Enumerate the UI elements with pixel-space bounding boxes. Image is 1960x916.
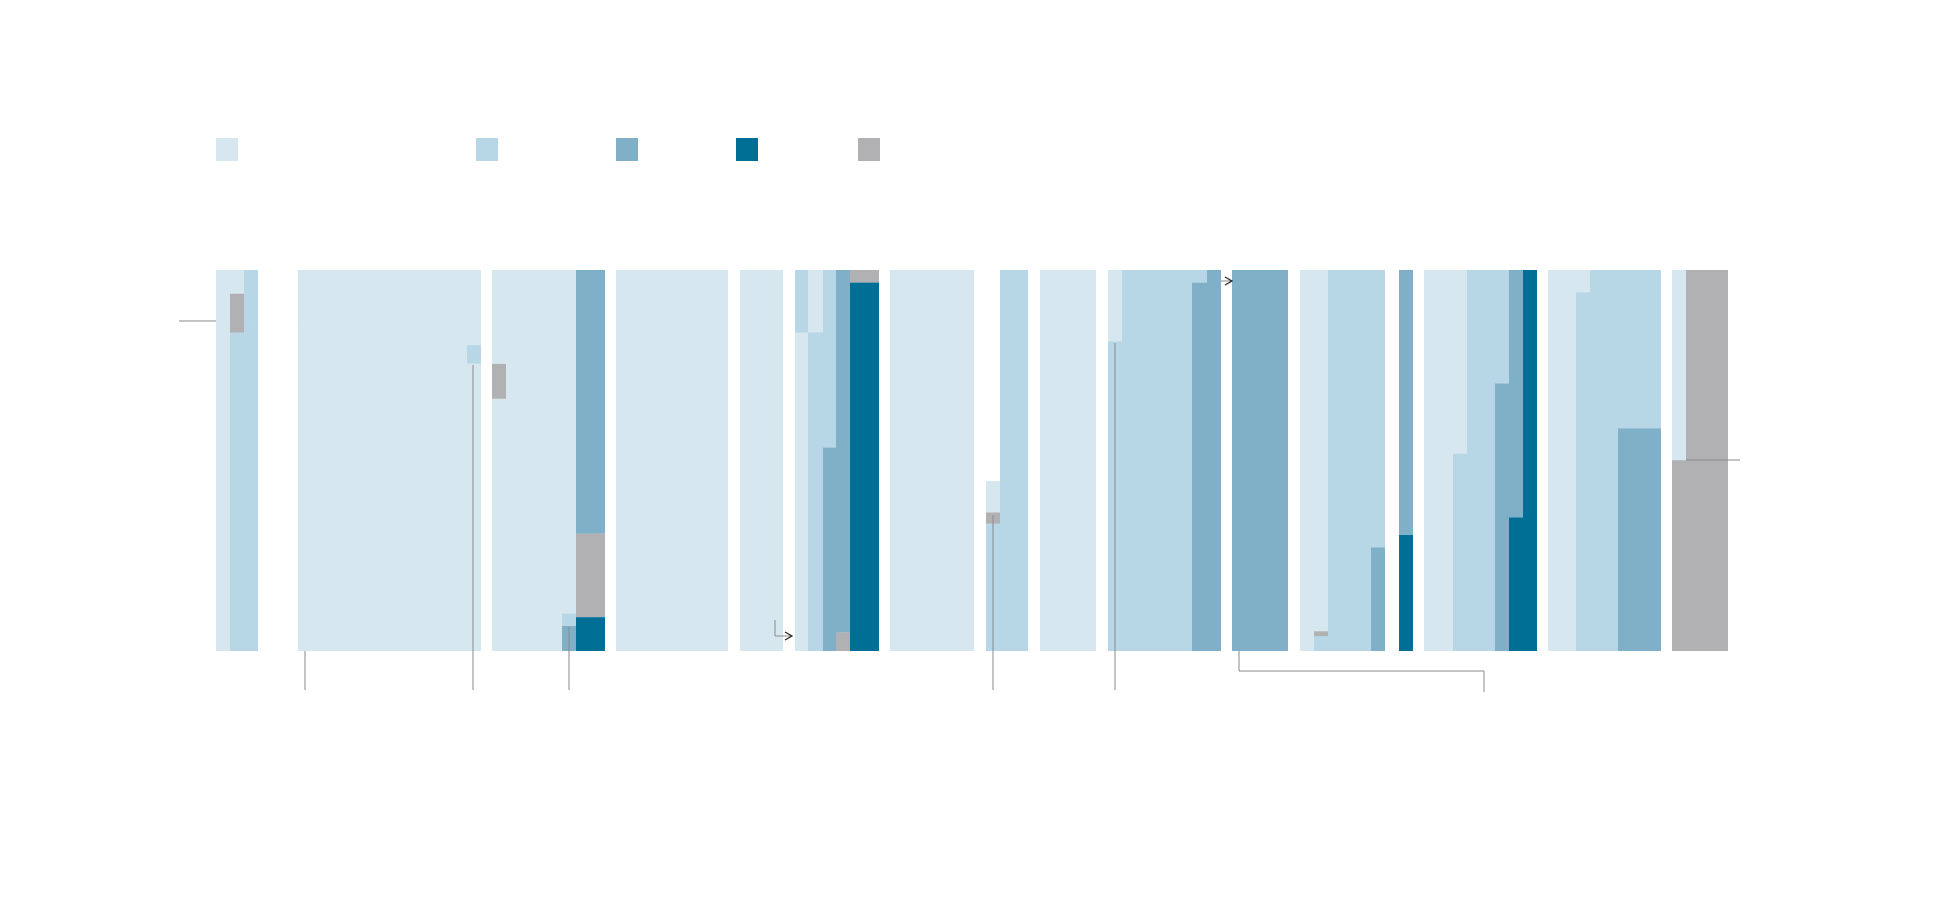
bar-segment (1618, 270, 1661, 429)
arrow-head (784, 631, 794, 641)
bar-segment (492, 270, 506, 364)
bar-segment (230, 332, 244, 651)
bar-segment (740, 270, 783, 619)
column-12 (1424, 270, 1537, 651)
legend-swatch-very_light (216, 138, 238, 161)
legend-swatch-gray (858, 138, 880, 161)
bar-segment (1495, 383, 1509, 651)
bar-segment (492, 398, 506, 651)
bar-segment (808, 270, 823, 333)
bar-segment (986, 481, 1000, 513)
bar-segment (467, 345, 481, 364)
column-7 (890, 270, 1028, 651)
bar-segment (1576, 292, 1590, 651)
bar-segment (1232, 270, 1288, 651)
column-8 (1040, 270, 1096, 651)
legend-swatch-dark (736, 138, 758, 161)
bar-segment (850, 270, 879, 283)
arrow-head (1224, 276, 1234, 286)
bar-segment (616, 270, 728, 651)
bar-segment (1453, 453, 1467, 651)
bar-segment (244, 270, 258, 322)
bar-segment (1314, 636, 1328, 651)
bar-segment (1192, 282, 1207, 651)
annotations (179, 276, 1740, 692)
bar-segment (576, 617, 605, 651)
bar-segment (1399, 270, 1413, 535)
bar-segment (1040, 270, 1096, 651)
bar-segment (823, 270, 837, 448)
bar-segment (298, 321, 312, 651)
bar-segment (1122, 270, 1192, 651)
bar-segment (1314, 631, 1328, 637)
bar-segment (836, 632, 851, 651)
bar-segment (1371, 547, 1385, 651)
bars (216, 270, 1728, 651)
bar-segment (562, 613, 576, 626)
bar-segment (244, 321, 258, 651)
bar-segment (1495, 270, 1509, 384)
bar-segment (1618, 428, 1661, 651)
bar-segment (1207, 270, 1221, 651)
bar-segment (960, 481, 974, 651)
bar-segment (795, 332, 809, 651)
column-10 (1232, 270, 1288, 651)
bar-segment (216, 270, 230, 322)
bar-segment (492, 363, 506, 399)
legend (216, 138, 880, 161)
bar-segment (1108, 270, 1122, 342)
bar-segment (576, 533, 605, 618)
column-13 (1548, 270, 1661, 651)
bar-segment (298, 270, 312, 322)
bar-segment (1509, 270, 1523, 518)
column-5 (740, 270, 809, 651)
bar-segment (808, 332, 823, 651)
column-11 (1300, 270, 1413, 651)
bar-segment (1509, 517, 1523, 651)
bar-segment (795, 270, 809, 333)
column-3 (492, 270, 605, 651)
bar-segment (467, 270, 481, 346)
bar-segment (312, 270, 467, 651)
column-6 (808, 270, 879, 651)
bar-segment (1371, 270, 1385, 548)
bar-segment (823, 447, 837, 651)
legend-swatch-light (476, 138, 498, 161)
bar-segment (216, 321, 230, 651)
column-9 (1108, 270, 1221, 651)
bar-segment (562, 270, 576, 614)
bar-segment (1399, 534, 1413, 651)
bar-segment (1000, 270, 1028, 651)
bar-segment (850, 282, 879, 651)
bar-segment (1453, 270, 1467, 454)
column-2 (298, 270, 481, 651)
bar-segment (1523, 270, 1537, 651)
bar-segment (576, 270, 605, 534)
bar-segment (230, 293, 244, 333)
column-1 (216, 270, 258, 651)
bar-segment (1192, 270, 1207, 283)
bar-segment (1314, 270, 1328, 632)
bar-segment (230, 270, 244, 294)
bar-segment (836, 270, 851, 633)
bar-segment (467, 363, 481, 651)
bar-segment (1576, 270, 1590, 293)
legend-swatch-medium (616, 138, 638, 161)
